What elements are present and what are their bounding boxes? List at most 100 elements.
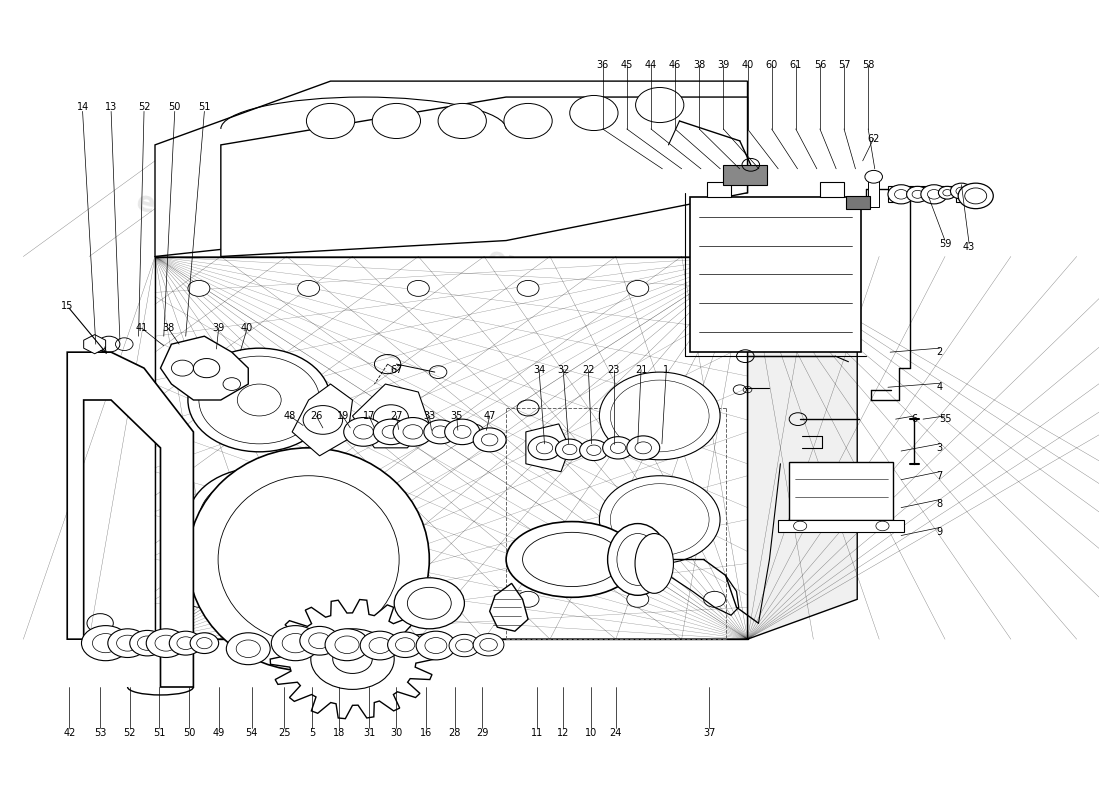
- Circle shape: [394, 578, 464, 629]
- Text: 40: 40: [241, 323, 253, 334]
- Circle shape: [438, 103, 486, 138]
- Text: 13: 13: [104, 102, 118, 112]
- Text: 6: 6: [911, 414, 917, 424]
- Text: 24: 24: [609, 728, 622, 738]
- Polygon shape: [84, 334, 106, 354]
- Circle shape: [188, 591, 210, 607]
- Circle shape: [704, 281, 726, 296]
- Text: 33: 33: [424, 411, 436, 421]
- Ellipse shape: [506, 522, 638, 598]
- Circle shape: [424, 420, 456, 444]
- Polygon shape: [490, 583, 528, 631]
- Circle shape: [372, 103, 420, 138]
- Circle shape: [360, 631, 399, 660]
- Text: 60: 60: [766, 60, 778, 70]
- Circle shape: [169, 631, 202, 655]
- Text: 7: 7: [936, 470, 943, 481]
- Polygon shape: [155, 81, 748, 257]
- Circle shape: [407, 591, 429, 607]
- Circle shape: [570, 95, 618, 130]
- Circle shape: [517, 281, 539, 296]
- Text: 10: 10: [584, 728, 596, 738]
- Text: 57: 57: [838, 60, 850, 70]
- Text: 58: 58: [862, 60, 874, 70]
- Text: 14: 14: [77, 102, 89, 112]
- Polygon shape: [526, 424, 570, 472]
- Polygon shape: [161, 336, 249, 400]
- Text: 22: 22: [582, 365, 595, 374]
- Circle shape: [416, 631, 455, 660]
- Text: 19: 19: [337, 411, 349, 421]
- Circle shape: [627, 281, 649, 296]
- Text: 40: 40: [741, 60, 754, 70]
- Text: 50: 50: [168, 102, 180, 112]
- Text: 27: 27: [390, 411, 403, 421]
- Text: eurospares: eurospares: [483, 403, 660, 476]
- Text: 18: 18: [333, 728, 345, 738]
- Circle shape: [307, 103, 354, 138]
- Text: 51: 51: [198, 102, 210, 112]
- Ellipse shape: [188, 448, 429, 671]
- Text: 38: 38: [693, 60, 705, 70]
- Ellipse shape: [607, 523, 668, 595]
- Bar: [846, 196, 870, 209]
- Circle shape: [473, 634, 504, 656]
- Text: 49: 49: [212, 728, 224, 738]
- Text: 56: 56: [814, 60, 826, 70]
- Circle shape: [627, 591, 649, 607]
- Circle shape: [298, 591, 320, 607]
- Circle shape: [407, 281, 429, 296]
- Circle shape: [636, 87, 684, 122]
- Circle shape: [906, 186, 928, 202]
- Text: 46: 46: [669, 60, 681, 70]
- Text: 38: 38: [162, 323, 174, 334]
- Polygon shape: [67, 352, 194, 687]
- Text: 61: 61: [790, 60, 802, 70]
- Text: 47: 47: [484, 411, 496, 421]
- Text: 29: 29: [476, 728, 488, 738]
- Text: 8: 8: [936, 498, 943, 509]
- Text: 5: 5: [309, 728, 315, 738]
- Text: eurospares: eurospares: [483, 244, 660, 317]
- Text: 55: 55: [938, 414, 952, 424]
- Circle shape: [528, 436, 561, 460]
- Text: 34: 34: [532, 365, 546, 374]
- Text: 30: 30: [390, 728, 403, 738]
- Text: 1: 1: [663, 365, 670, 374]
- Text: 15: 15: [60, 301, 74, 311]
- Text: 45: 45: [620, 60, 632, 70]
- Circle shape: [272, 626, 320, 661]
- Circle shape: [504, 103, 552, 138]
- Circle shape: [556, 439, 584, 460]
- Circle shape: [387, 632, 422, 658]
- Polygon shape: [888, 186, 969, 202]
- Text: eurospares: eurospares: [132, 388, 309, 460]
- Text: 42: 42: [63, 728, 76, 738]
- Text: 36: 36: [596, 60, 608, 70]
- Text: 43: 43: [962, 242, 976, 252]
- Text: 31: 31: [363, 728, 375, 738]
- Polygon shape: [271, 599, 435, 718]
- Text: 52: 52: [138, 102, 151, 112]
- Circle shape: [603, 437, 634, 459]
- Polygon shape: [868, 178, 879, 207]
- Circle shape: [300, 626, 339, 655]
- Circle shape: [865, 170, 882, 183]
- Bar: [724, 165, 768, 185]
- Circle shape: [888, 185, 914, 204]
- Text: 48: 48: [284, 411, 296, 421]
- Circle shape: [580, 440, 608, 461]
- Circle shape: [600, 372, 720, 460]
- Text: 59: 59: [938, 238, 952, 249]
- Polygon shape: [293, 384, 352, 456]
- Text: 52: 52: [123, 728, 136, 738]
- Circle shape: [393, 418, 432, 446]
- Circle shape: [449, 634, 480, 657]
- Bar: [691, 197, 860, 352]
- Circle shape: [227, 633, 271, 665]
- Text: 62: 62: [868, 134, 880, 143]
- Text: 28: 28: [449, 728, 461, 738]
- Circle shape: [958, 183, 993, 209]
- Circle shape: [326, 629, 368, 661]
- Text: 17: 17: [363, 411, 375, 421]
